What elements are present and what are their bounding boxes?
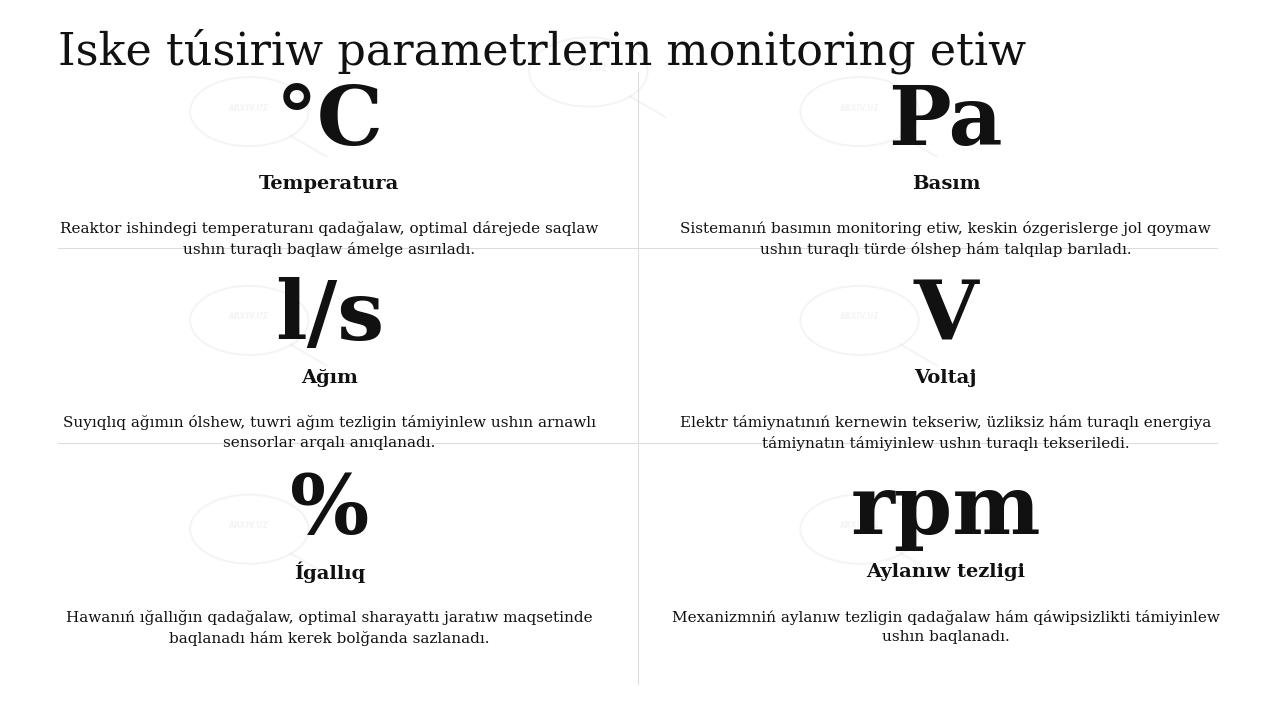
Text: Sistemanıń basımın monitoring etiw, keskin ózgerislerge jol qoymaw
ushın turaqlı: Sistemanıń basımın monitoring etiw, kesk… bbox=[681, 221, 1211, 257]
Text: Mexanizmniń aylanıw tezligin qadağalaw hám qáwipsizlikti támiyinlew
ushın baqlan: Mexanizmniń aylanıw tezligin qadağalaw h… bbox=[672, 610, 1220, 644]
Text: Ağım: Ağım bbox=[301, 369, 358, 387]
Text: V: V bbox=[914, 276, 978, 357]
Text: ARXIV.UZ: ARXIV.UZ bbox=[568, 64, 608, 73]
Text: ARXIV.UZ: ARXIV.UZ bbox=[840, 521, 879, 530]
Text: Voltaj: Voltaj bbox=[915, 369, 977, 387]
Text: ARXIV.UZ: ARXIV.UZ bbox=[229, 521, 269, 530]
Text: Aylanıw tezligi: Aylanıw tezligi bbox=[867, 564, 1025, 582]
Text: °C: °C bbox=[275, 82, 384, 163]
Text: Ígallıq: Ígallıq bbox=[294, 562, 365, 583]
Text: Elektr támiynatınıń kernewin tekseriw, üzliksiz hám turaqlı energiya
támiynatın : Elektr támiynatınıń kernewin tekseriw, ü… bbox=[680, 415, 1211, 451]
Text: Basım: Basım bbox=[911, 175, 980, 193]
Text: Pa: Pa bbox=[888, 82, 1004, 163]
Text: l/s: l/s bbox=[275, 276, 384, 357]
Text: rpm: rpm bbox=[851, 471, 1041, 552]
Text: Iske túsiriw parametrlerin monitoring etiw: Iske túsiriw parametrlerin monitoring et… bbox=[58, 29, 1027, 74]
Text: Hawanıń ığallığın qadağalaw, optimal sharayattı jaratıw maqsetinde
baqlanadı hám: Hawanıń ığallığın qadağalaw, optimal sha… bbox=[67, 610, 593, 646]
Text: Temperatura: Temperatura bbox=[260, 175, 399, 193]
Text: ARXIV.UZ: ARXIV.UZ bbox=[840, 104, 879, 112]
Text: Suyıqlıq ağımın ólshew, tuwri ağım tezligin támiyinlew ushın arnawlı
sensorlar a: Suyıqlıq ağımın ólshew, tuwri ağım tezli… bbox=[63, 415, 596, 450]
Text: Reaktor ishindegi temperaturanı qadağalaw, optimal dárejede saqlaw
ushın turaqlı: Reaktor ishindegi temperaturanı qadağala… bbox=[60, 221, 599, 257]
Text: ARXIV.UZ: ARXIV.UZ bbox=[840, 312, 879, 321]
Text: ARXIV.UZ: ARXIV.UZ bbox=[229, 104, 269, 112]
Text: %: % bbox=[289, 471, 369, 552]
Text: ARXIV.UZ: ARXIV.UZ bbox=[229, 312, 269, 321]
